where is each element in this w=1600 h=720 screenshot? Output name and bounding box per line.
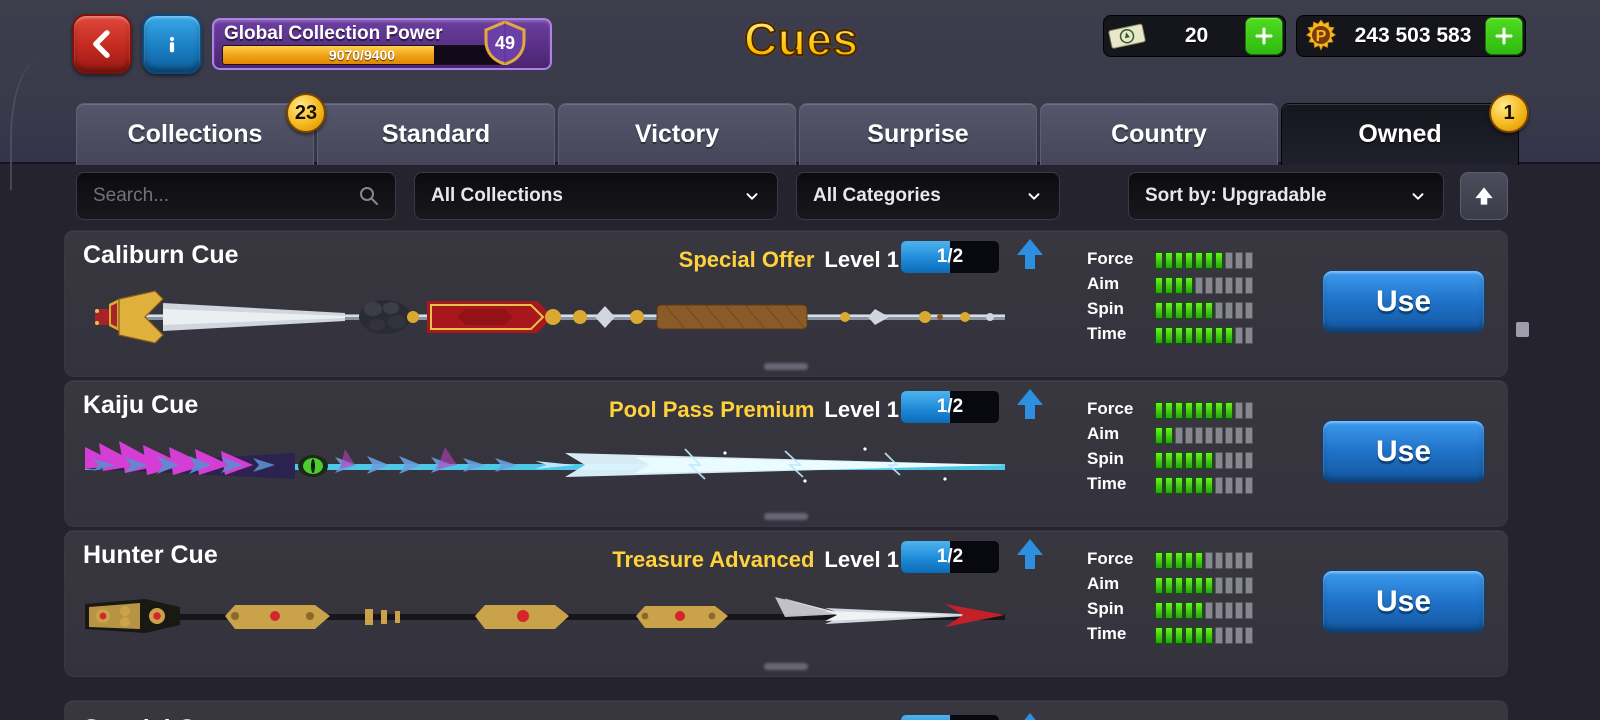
svg-text:P: P: [1316, 28, 1327, 45]
svg-text:49: 49: [495, 33, 515, 53]
